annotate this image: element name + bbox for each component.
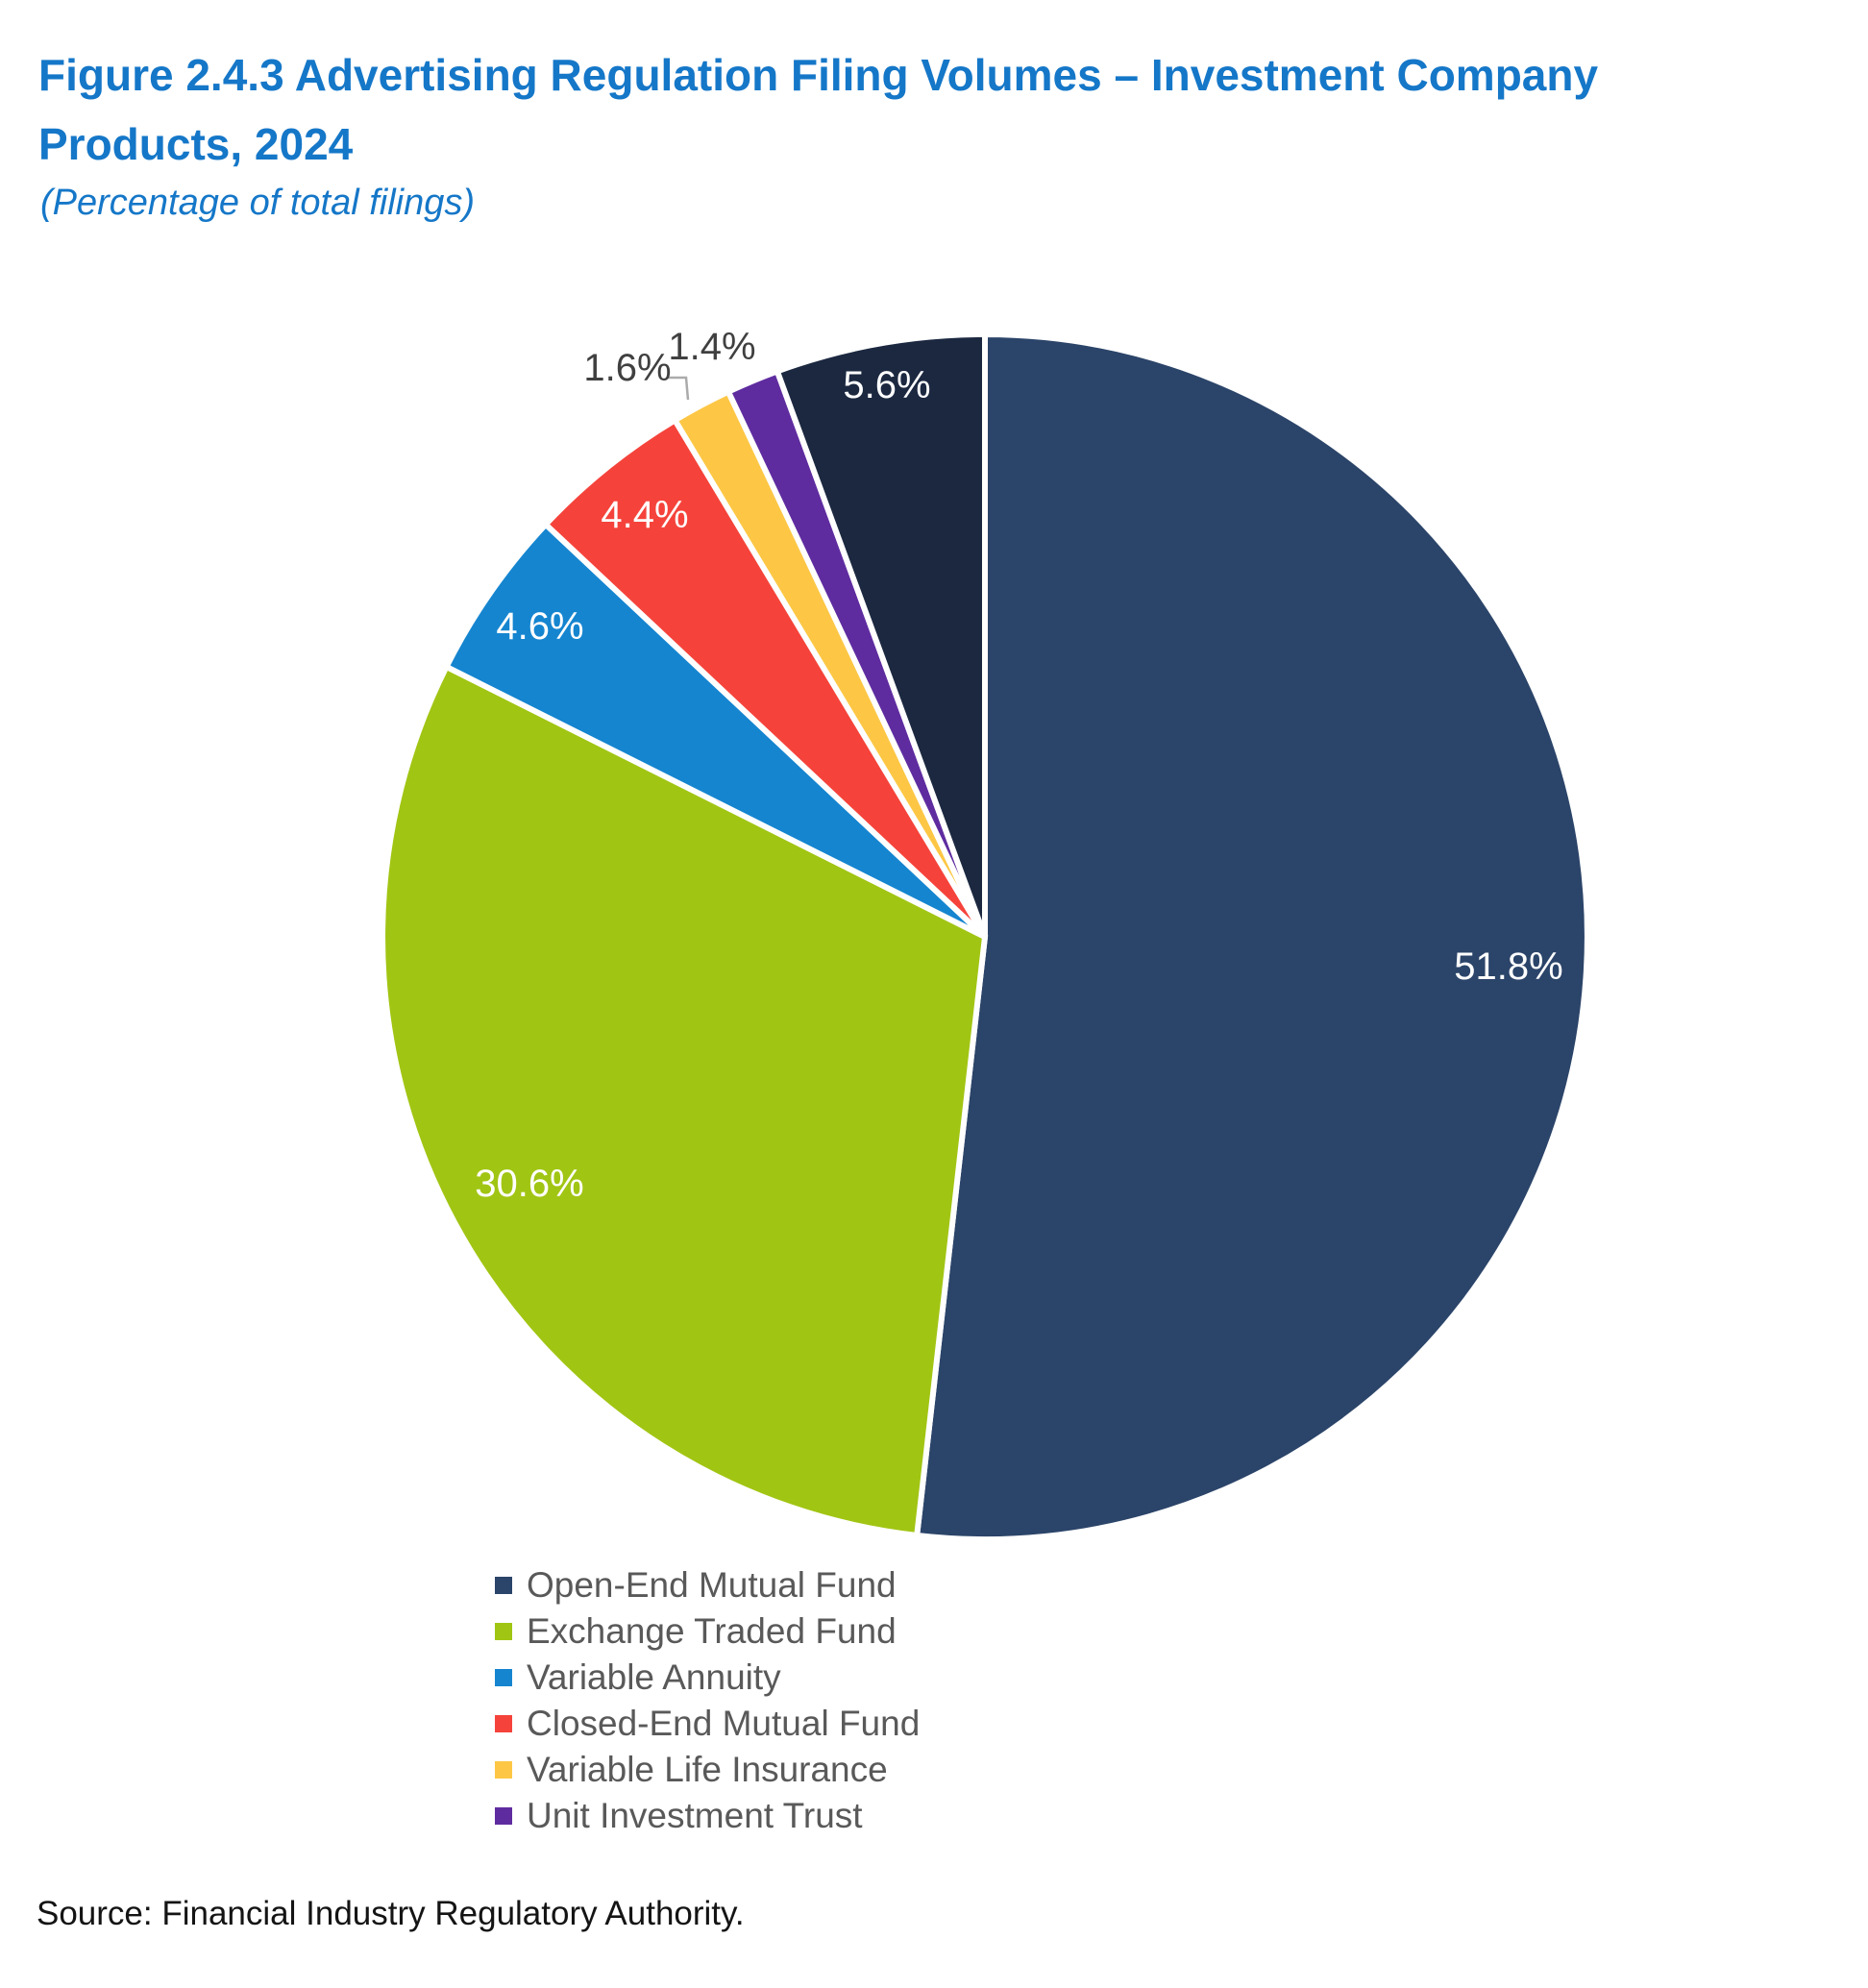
figure-subtitle: (Percentage of total filings) [40, 183, 476, 223]
legend-item-label: Unit Investment Trust [527, 1796, 863, 1835]
legend-item-label: Open-End Mutual Fund [527, 1565, 897, 1605]
figure-title-line2: Products, 2024 [38, 119, 354, 169]
pie-slice-unlabeled [774, 331, 988, 939]
legend-item-variable-life-insurance: Variable Life Insurance [495, 1747, 920, 1793]
legend-swatch-variable-life-insurance [495, 1761, 512, 1779]
figure-title-line1: Figure 2.4.3 Advertising Regulation Fili… [38, 50, 1599, 100]
legend-item-variable-annuity: Variable Annuity [495, 1655, 920, 1701]
legend: Open-End Mutual Fund Exchange Traded Fund… [495, 1562, 920, 1839]
legend-swatch-variable-annuity [495, 1669, 512, 1686]
percent-label-unlabeled: 5.6% [843, 364, 930, 406]
leader-line-variable-life-insurance [667, 376, 690, 401]
percent-label-exchange-traded-fund: 30.6% [475, 1163, 583, 1205]
legend-swatch-unit-investment-trust [495, 1807, 512, 1825]
legend-item-open-end-mutual-fund: Open-End Mutual Fund [495, 1562, 920, 1608]
percent-label-variable-annuity: 4.6% [496, 605, 583, 648]
legend-item-label: Exchange Traded Fund [527, 1611, 897, 1651]
pie-slice-exchange-traded-fund [380, 662, 989, 1539]
pie-slice-closed-end-mutual-fund [541, 416, 988, 940]
pie-slice-open-end-mutual-fund [913, 331, 1590, 1542]
percent-label-closed-end-mutual-fund: 4.4% [601, 494, 688, 536]
percent-label-open-end-mutual-fund: 51.8% [1454, 945, 1562, 988]
legend-item-unit-investment-trust: Unit Investment Trust [495, 1793, 920, 1839]
source-note: Source: Financial Industry Regulatory Au… [37, 1895, 745, 1932]
figure-title: Figure 2.4.3 Advertising Regulation Fili… [38, 40, 1730, 179]
legend-item-exchange-traded-fund: Exchange Traded Fund [495, 1608, 920, 1655]
legend-swatch-closed-end-mutual-fund [495, 1715, 512, 1732]
percent-label-unit-investment-trust: 1.4% [668, 326, 755, 368]
legend-item-label: Variable Annuity [527, 1657, 781, 1697]
legend-item-label: Closed-End Mutual Fund [527, 1704, 921, 1743]
percent-label-variable-life-insurance: 1.6% [583, 347, 671, 389]
pie-slice-variable-annuity [442, 520, 988, 940]
legend-swatch-open-end-mutual-fund [495, 1577, 512, 1594]
legend-item-closed-end-mutual-fund: Closed-End Mutual Fund [495, 1701, 920, 1747]
legend-swatch-exchange-traded-fund [495, 1623, 512, 1640]
legend-item-label: Variable Life Insurance [527, 1750, 888, 1789]
